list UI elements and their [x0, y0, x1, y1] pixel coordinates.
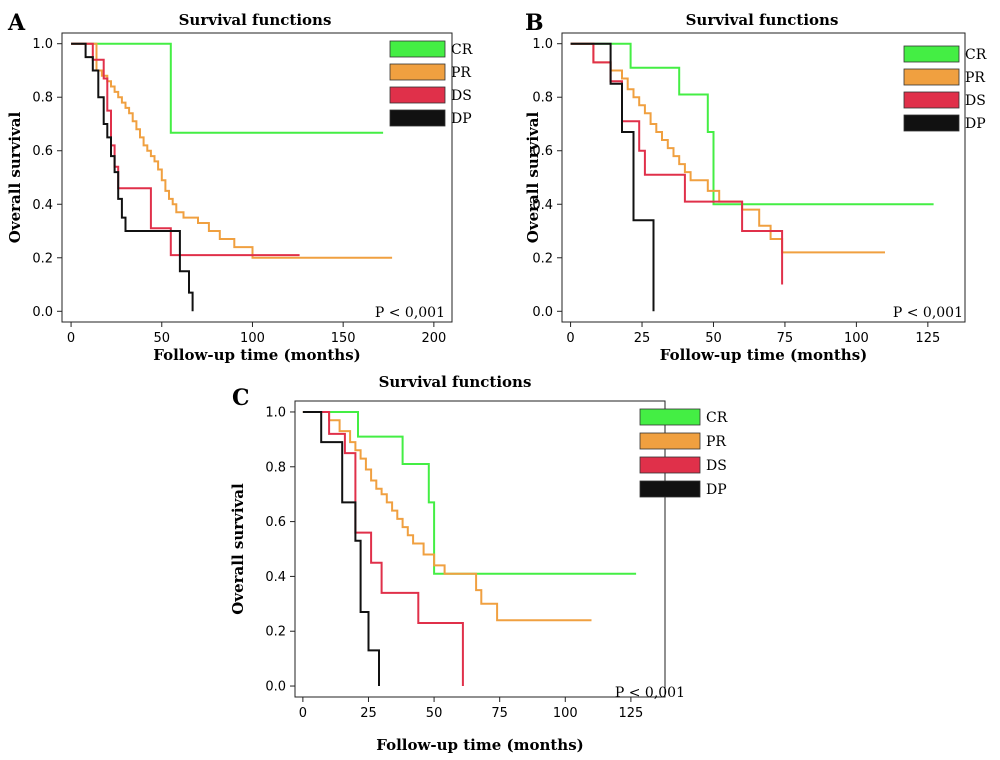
legend-swatch-ds	[903, 91, 960, 109]
x-tick-label: 100	[844, 331, 869, 346]
chart-panel-c: C Survival functions 0 25 50 75 100 125 0.0 0.2 0.…	[225, 373, 728, 760]
series-line-cr	[570, 42, 934, 206]
y-tick-label: 0.2	[532, 251, 553, 266]
x-tick-label: 200	[421, 331, 446, 346]
legend-label: DP	[706, 482, 727, 498]
x-axis-label: Follow-up time (months)	[660, 346, 868, 364]
x-tick-label: 150	[331, 331, 356, 346]
y-tick-label: 1.0	[32, 37, 53, 52]
y-tick-label: 0.8	[32, 91, 53, 106]
series-line-dp	[570, 42, 655, 312]
chart-panel-b: B Survival functions 0 25 50 75 100 125 0.0 0.2 0.…	[500, 0, 1000, 370]
x-tick-label: 50	[705, 331, 722, 346]
legend-label: PR	[965, 70, 985, 86]
p-value-annotation: P < 0,001	[893, 305, 963, 321]
legend-swatch-pr	[389, 63, 446, 81]
legend: CR PR DS DP	[639, 408, 728, 498]
y-tick-label: 0.6	[532, 144, 553, 159]
x-tick-label: 75	[491, 706, 508, 721]
legend-swatch-ds	[639, 456, 701, 474]
x-tick-label: 0	[67, 331, 75, 346]
legend-swatch-dp	[903, 114, 960, 132]
legend-label: CR	[965, 47, 987, 63]
x-tick-label: 0	[299, 706, 307, 721]
x-tick-label: 0	[566, 331, 574, 346]
panel-letter: A	[7, 10, 26, 36]
y-tick-label: 0.4	[265, 570, 286, 585]
x-tick-label: 100	[240, 331, 265, 346]
p-value-annotation: P < 0,001	[375, 305, 445, 321]
chart-panel-a: A Survival functions 0 50 100 150 200 0.0 0.2 0.4…	[0, 0, 500, 370]
y-axis-label: Overall survival	[524, 112, 542, 244]
panel-letter: B	[525, 10, 544, 36]
series-line-dp	[302, 411, 380, 686]
chart-title: Survival functions	[179, 11, 332, 29]
series-line-pr	[570, 42, 885, 254]
x-tick-label: 25	[360, 706, 377, 721]
y-tick-label: 0.0	[532, 305, 553, 320]
y-tick-label: 1.0	[532, 37, 553, 52]
y-tick-label: 0.8	[265, 460, 286, 475]
legend-label: DP	[451, 111, 472, 127]
chart-svg-c: C Survival functions 0 25 50 75 100 125 0.0 0.2 0.…	[229, 373, 728, 754]
legend-label: DS	[965, 93, 986, 109]
series-line-pr	[302, 411, 592, 622]
legend-swatch-pr	[639, 432, 701, 450]
p-value-annotation: P < 0,001	[615, 685, 685, 701]
legend-swatch-cr	[389, 40, 446, 58]
legend-label: CR	[451, 42, 473, 58]
x-tick-label: 100	[553, 706, 578, 721]
series-line-cr	[71, 42, 384, 134]
plot-frame	[294, 400, 666, 698]
y-tick-label: 0.8	[532, 91, 553, 106]
x-tick-label: 125	[915, 331, 940, 346]
chart-title: Survival functions	[686, 11, 839, 29]
legend-swatch-ds	[389, 86, 446, 104]
series-line-ds	[570, 42, 784, 285]
y-tick-label: 0.0	[32, 305, 53, 320]
y-tick-label: 0.6	[265, 515, 286, 530]
legend-swatch-cr	[639, 408, 701, 426]
plot-frame	[561, 32, 966, 323]
x-tick-label: 125	[618, 706, 643, 721]
chart-title: Survival functions	[379, 373, 532, 391]
plot-frame	[61, 32, 453, 323]
x-tick-label: 50	[426, 706, 443, 721]
legend: CR PR DS DP	[903, 45, 987, 132]
legend-label: DS	[706, 458, 727, 474]
legend-swatch-pr	[903, 68, 960, 86]
x-tick-label: 25	[634, 331, 651, 346]
x-tick-label: 50	[153, 331, 170, 346]
legend-swatch-cr	[903, 45, 960, 63]
y-tick-label: 0.0	[265, 680, 286, 695]
legend-label: DP	[965, 116, 986, 132]
x-axis-label: Follow-up time (months)	[376, 736, 584, 754]
legend-label: PR	[706, 434, 726, 450]
legend-label: CR	[706, 410, 728, 426]
y-axis-label: Overall survival	[6, 112, 24, 244]
series-line-dp	[71, 42, 194, 312]
y-axis-label: Overall survival	[229, 483, 247, 615]
panel-letter: C	[232, 385, 250, 411]
legend-swatch-dp	[639, 480, 701, 498]
legend: CR PR DS DP	[389, 40, 473, 127]
legend-label: DS	[451, 88, 472, 104]
series-line-pr	[71, 42, 393, 259]
series-line-ds	[302, 411, 464, 686]
chart-svg-b: B Survival functions 0 25 50 75 100 125 0.0 0.2 0.…	[524, 10, 987, 364]
y-tick-label: 0.2	[32, 251, 53, 266]
y-tick-label: 0.2	[265, 625, 286, 640]
chart-svg-a: A Survival functions 0 50 100 150 200 0.0 0.2 0.4…	[6, 10, 473, 364]
series-line-ds	[71, 42, 300, 257]
y-tick-label: 0.6	[32, 144, 53, 159]
y-tick-label: 0.4	[532, 198, 553, 213]
y-tick-label: 0.4	[32, 198, 53, 213]
legend-swatch-dp	[389, 109, 446, 127]
x-tick-label: 75	[777, 331, 794, 346]
y-tick-label: 1.0	[265, 405, 286, 420]
series-line-cr	[302, 411, 637, 575]
x-axis-label: Follow-up time (months)	[153, 346, 361, 364]
legend-label: PR	[451, 65, 471, 81]
